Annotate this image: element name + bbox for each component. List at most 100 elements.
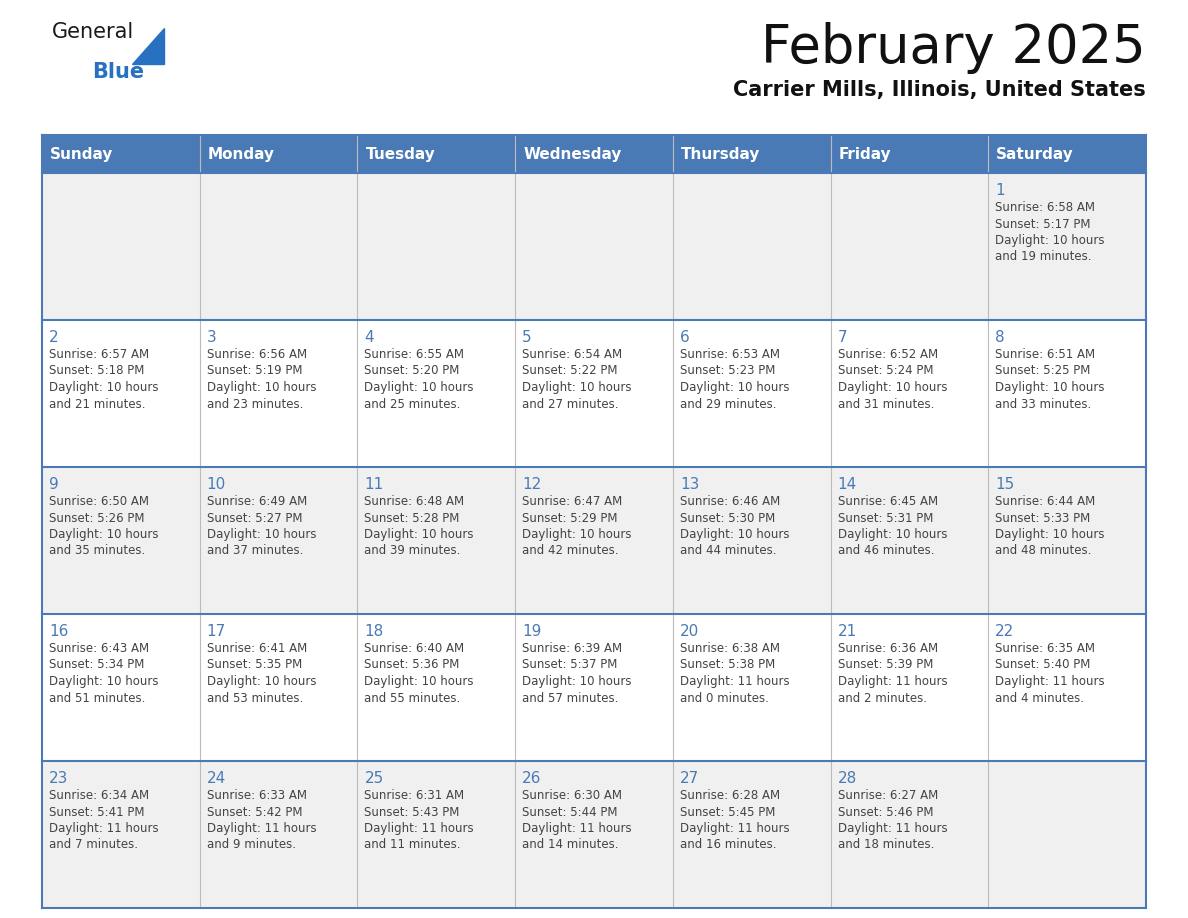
Text: Sunset: 5:22 PM: Sunset: 5:22 PM: [523, 364, 618, 377]
Text: Daylight: 11 hours: Daylight: 11 hours: [838, 822, 947, 835]
Bar: [42, 761, 1146, 908]
Text: Daylight: 10 hours: Daylight: 10 hours: [365, 675, 474, 688]
Text: 26: 26: [523, 771, 542, 786]
Text: Sunset: 5:37 PM: Sunset: 5:37 PM: [523, 658, 618, 671]
Text: and 44 minutes.: and 44 minutes.: [680, 544, 776, 557]
Text: Daylight: 11 hours: Daylight: 11 hours: [49, 822, 159, 835]
Text: 27: 27: [680, 771, 699, 786]
Text: Sunrise: 6:36 AM: Sunrise: 6:36 AM: [838, 642, 937, 655]
Text: and 35 minutes.: and 35 minutes.: [49, 544, 145, 557]
Text: Sunrise: 6:35 AM: Sunrise: 6:35 AM: [996, 642, 1095, 655]
Text: 25: 25: [365, 771, 384, 786]
Text: and 23 minutes.: and 23 minutes.: [207, 397, 303, 410]
Text: 15: 15: [996, 477, 1015, 492]
Polygon shape: [132, 28, 164, 64]
Text: Sunset: 5:33 PM: Sunset: 5:33 PM: [996, 511, 1091, 524]
Text: Daylight: 10 hours: Daylight: 10 hours: [49, 381, 158, 394]
Text: and 27 minutes.: and 27 minutes.: [523, 397, 619, 410]
Text: Sunset: 5:23 PM: Sunset: 5:23 PM: [680, 364, 776, 377]
Text: Sunset: 5:30 PM: Sunset: 5:30 PM: [680, 511, 775, 524]
Text: 16: 16: [49, 624, 69, 639]
Text: and 16 minutes.: and 16 minutes.: [680, 838, 776, 852]
Text: Daylight: 11 hours: Daylight: 11 hours: [523, 822, 632, 835]
Text: Daylight: 10 hours: Daylight: 10 hours: [49, 528, 158, 541]
Text: 7: 7: [838, 330, 847, 345]
Text: Daylight: 11 hours: Daylight: 11 hours: [996, 675, 1105, 688]
Bar: [42, 173, 1146, 320]
Text: Sunrise: 6:52 AM: Sunrise: 6:52 AM: [838, 348, 937, 361]
Text: Daylight: 10 hours: Daylight: 10 hours: [207, 528, 316, 541]
Text: and 9 minutes.: and 9 minutes.: [207, 838, 296, 852]
Text: 28: 28: [838, 771, 857, 786]
Text: 2: 2: [49, 330, 58, 345]
Text: Sunset: 5:20 PM: Sunset: 5:20 PM: [365, 364, 460, 377]
Text: and 48 minutes.: and 48 minutes.: [996, 544, 1092, 557]
Text: and 33 minutes.: and 33 minutes.: [996, 397, 1092, 410]
Text: 19: 19: [523, 624, 542, 639]
Text: and 55 minutes.: and 55 minutes.: [365, 691, 461, 704]
Text: Daylight: 10 hours: Daylight: 10 hours: [996, 381, 1105, 394]
Text: 14: 14: [838, 477, 857, 492]
Text: Sunrise: 6:50 AM: Sunrise: 6:50 AM: [49, 495, 148, 508]
Text: General: General: [52, 22, 134, 42]
Text: Daylight: 10 hours: Daylight: 10 hours: [207, 675, 316, 688]
Text: and 46 minutes.: and 46 minutes.: [838, 544, 934, 557]
Text: 11: 11: [365, 477, 384, 492]
Text: Sunset: 5:27 PM: Sunset: 5:27 PM: [207, 511, 302, 524]
Text: 8: 8: [996, 330, 1005, 345]
Text: Daylight: 10 hours: Daylight: 10 hours: [996, 528, 1105, 541]
Text: Daylight: 10 hours: Daylight: 10 hours: [523, 381, 632, 394]
Text: Sunset: 5:19 PM: Sunset: 5:19 PM: [207, 364, 302, 377]
Text: Sunrise: 6:38 AM: Sunrise: 6:38 AM: [680, 642, 779, 655]
Text: Sunset: 5:17 PM: Sunset: 5:17 PM: [996, 218, 1091, 230]
Text: Sunrise: 6:31 AM: Sunrise: 6:31 AM: [365, 789, 465, 802]
Text: Wednesday: Wednesday: [523, 147, 621, 162]
Text: and 53 minutes.: and 53 minutes.: [207, 691, 303, 704]
Text: Daylight: 10 hours: Daylight: 10 hours: [838, 528, 947, 541]
Text: and 19 minutes.: and 19 minutes.: [996, 251, 1092, 263]
Text: Daylight: 10 hours: Daylight: 10 hours: [207, 381, 316, 394]
Text: Daylight: 10 hours: Daylight: 10 hours: [680, 528, 789, 541]
Text: Daylight: 10 hours: Daylight: 10 hours: [523, 675, 632, 688]
Text: Sunrise: 6:34 AM: Sunrise: 6:34 AM: [49, 789, 150, 802]
Text: Sunset: 5:24 PM: Sunset: 5:24 PM: [838, 364, 933, 377]
Text: Sunrise: 6:46 AM: Sunrise: 6:46 AM: [680, 495, 781, 508]
Text: Sunset: 5:35 PM: Sunset: 5:35 PM: [207, 658, 302, 671]
Text: Daylight: 10 hours: Daylight: 10 hours: [838, 381, 947, 394]
Text: Sunrise: 6:40 AM: Sunrise: 6:40 AM: [365, 642, 465, 655]
Text: Sunset: 5:28 PM: Sunset: 5:28 PM: [365, 511, 460, 524]
Text: 24: 24: [207, 771, 226, 786]
Text: Sunrise: 6:41 AM: Sunrise: 6:41 AM: [207, 642, 307, 655]
Text: Sunrise: 6:56 AM: Sunrise: 6:56 AM: [207, 348, 307, 361]
Text: Sunset: 5:40 PM: Sunset: 5:40 PM: [996, 658, 1091, 671]
Text: Sunset: 5:18 PM: Sunset: 5:18 PM: [49, 364, 145, 377]
Text: Daylight: 10 hours: Daylight: 10 hours: [365, 528, 474, 541]
Text: Daylight: 11 hours: Daylight: 11 hours: [838, 675, 947, 688]
Text: Sunset: 5:44 PM: Sunset: 5:44 PM: [523, 805, 618, 819]
Text: Sunday: Sunday: [50, 147, 113, 162]
Text: Thursday: Thursday: [681, 147, 760, 162]
Text: Sunset: 5:38 PM: Sunset: 5:38 PM: [680, 658, 775, 671]
Text: 5: 5: [523, 330, 532, 345]
Text: Carrier Mills, Illinois, United States: Carrier Mills, Illinois, United States: [733, 80, 1146, 100]
Text: Sunrise: 6:47 AM: Sunrise: 6:47 AM: [523, 495, 623, 508]
Text: Blue: Blue: [91, 62, 144, 82]
Text: and 0 minutes.: and 0 minutes.: [680, 691, 769, 704]
Bar: [988, 135, 1146, 173]
Text: and 29 minutes.: and 29 minutes.: [680, 397, 776, 410]
Text: Tuesday: Tuesday: [366, 147, 435, 162]
Text: and 14 minutes.: and 14 minutes.: [523, 838, 619, 852]
Text: 22: 22: [996, 624, 1015, 639]
Text: Daylight: 10 hours: Daylight: 10 hours: [365, 381, 474, 394]
Text: Sunrise: 6:48 AM: Sunrise: 6:48 AM: [365, 495, 465, 508]
Text: Daylight: 10 hours: Daylight: 10 hours: [996, 234, 1105, 247]
Text: 13: 13: [680, 477, 700, 492]
Text: February 2025: February 2025: [762, 22, 1146, 74]
Text: Sunset: 5:26 PM: Sunset: 5:26 PM: [49, 511, 145, 524]
Text: Sunrise: 6:58 AM: Sunrise: 6:58 AM: [996, 201, 1095, 214]
Text: and 31 minutes.: and 31 minutes.: [838, 397, 934, 410]
Text: Sunset: 5:39 PM: Sunset: 5:39 PM: [838, 658, 933, 671]
Text: 9: 9: [49, 477, 58, 492]
Text: and 39 minutes.: and 39 minutes.: [365, 544, 461, 557]
Text: Sunrise: 6:57 AM: Sunrise: 6:57 AM: [49, 348, 150, 361]
